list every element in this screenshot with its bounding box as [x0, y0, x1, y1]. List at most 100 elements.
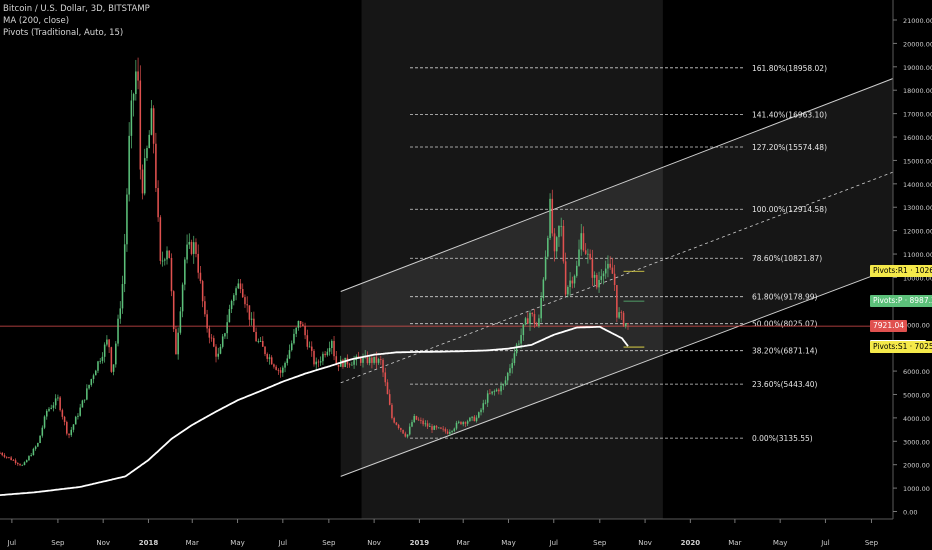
candle-body: [48, 408, 50, 411]
candle-body: [366, 355, 369, 364]
candle-body: [97, 361, 99, 371]
candle-body: [37, 443, 39, 447]
x-tick-label: Mar: [457, 539, 470, 547]
candle-body: [279, 370, 282, 373]
candle-body: [622, 312, 625, 326]
candle-body: [226, 322, 228, 334]
candle-body: [589, 253, 591, 260]
candle-body: [41, 427, 44, 436]
candle-body: [30, 455, 32, 457]
candle-body: [322, 353, 324, 362]
candle-body: [473, 416, 476, 422]
candle-body: [575, 265, 578, 276]
candle-body: [92, 375, 95, 380]
candle-body: [246, 304, 248, 306]
candle-body: [326, 351, 329, 356]
candle-body: [277, 369, 280, 371]
candle-body: [613, 273, 616, 286]
candle-body: [170, 257, 173, 292]
candle-body: [164, 259, 166, 261]
y-tick-label: 19000.00: [903, 64, 932, 72]
ma-200-line: [0, 325, 629, 496]
candle-body: [549, 198, 551, 239]
candle-body: [495, 389, 498, 392]
fib-level-label: 0.00%(3135.55): [752, 434, 813, 443]
candle-body: [535, 323, 538, 327]
candle-body: [150, 108, 153, 135]
candle-body: [101, 356, 104, 361]
candle-body: [304, 326, 306, 336]
candle-body: [553, 233, 556, 252]
candle-body: [624, 323, 627, 326]
price-tag-current: 7921.04: [870, 320, 908, 333]
candle-body: [66, 421, 68, 434]
candle-body: [616, 285, 618, 318]
candle-body: [259, 341, 262, 342]
x-tick-label: May: [773, 539, 787, 547]
x-tick-label: Jul: [278, 539, 288, 547]
candle-body: [331, 340, 333, 349]
candle-body: [284, 362, 286, 368]
candle-body: [308, 346, 311, 348]
candle-body: [0, 452, 1, 454]
candle-body: [533, 314, 536, 324]
fib-level-label: 100.00%(12914.58): [752, 205, 827, 214]
candle-body: [493, 391, 496, 392]
candle-body: [159, 217, 162, 261]
candle-body: [146, 148, 148, 159]
candle-body: [348, 364, 351, 366]
candle-body: [273, 364, 275, 367]
candle-body: [52, 405, 55, 408]
candle-body: [288, 350, 291, 359]
y-tick-label: 15000.00: [903, 157, 932, 165]
candle-body: [324, 353, 326, 356]
candle-body: [99, 360, 101, 362]
candle-body: [32, 448, 35, 456]
y-tick-label: 14000.00: [903, 181, 932, 189]
candle-body: [500, 385, 502, 392]
candle-body: [411, 422, 413, 427]
candle-body: [19, 464, 21, 466]
candle-body: [582, 233, 585, 251]
candle-body: [23, 462, 26, 465]
candle-body: [593, 274, 596, 278]
candle-body: [224, 333, 226, 337]
candle-body: [228, 309, 231, 323]
x-tick-label: Sep: [865, 539, 879, 547]
candle-body: [504, 380, 507, 385]
candle-body: [68, 433, 70, 436]
candle-body: [152, 108, 155, 144]
candle-body: [551, 198, 554, 234]
candle-body: [455, 422, 458, 429]
candle-body: [190, 241, 193, 254]
candle-body: [464, 422, 467, 424]
candle-body: [513, 353, 516, 364]
candle-body: [420, 420, 422, 421]
candle-body: [498, 389, 500, 392]
candle-body: [580, 233, 583, 250]
candle-body: [34, 446, 37, 449]
candle-body: [237, 283, 240, 289]
x-tick-label: Mar: [728, 539, 741, 547]
candle-body: [520, 335, 522, 344]
candle-body: [310, 346, 313, 351]
candle-body: [393, 418, 395, 423]
candle-body: [333, 340, 335, 357]
x-tick-label: May: [501, 539, 515, 547]
legend-symbol: Bitcoin / U.S. Dollar, 3D, BITSTAMP: [3, 4, 150, 14]
candle-body: [344, 357, 346, 368]
candle-body: [524, 318, 527, 325]
candle-body: [313, 350, 315, 365]
y-tick-label: 20000.00: [903, 40, 932, 48]
candle-body: [362, 357, 364, 363]
candle-body: [437, 427, 440, 429]
y-tick-label: 5000.00: [903, 391, 930, 399]
candle-body: [161, 260, 164, 262]
candle-body: [43, 416, 46, 428]
candle-body: [609, 263, 611, 268]
candle-body: [618, 312, 620, 318]
candle-body: [489, 393, 491, 395]
candle-body: [297, 320, 300, 328]
candle-body: [264, 346, 266, 355]
